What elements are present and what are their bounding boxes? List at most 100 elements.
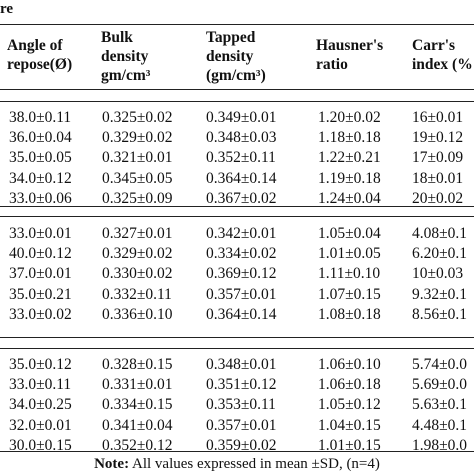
hausners-ratio-cell: 1.22±0.21 [318, 149, 381, 167]
header-line: Carr's [412, 37, 456, 54]
table-title-fragment: re [0, 1, 14, 17]
carrs-index-cell: 5.69±0.0 [412, 376, 468, 394]
carrs-index-cell: 17±0.09 [412, 149, 464, 167]
bulk-density-cell: 0.345±0.05 [102, 169, 173, 187]
hausners-ratio-cell: 1.01±0.15 [318, 436, 381, 454]
angle-of-repose-cell: 33.0±0.01 [9, 225, 72, 242]
angle-of-repose-cell: 30.0±0.15 [9, 436, 72, 454]
carrs-index-cell: 10±0.03 [412, 265, 464, 283]
carrs-index-cell: 16±0.01 [412, 109, 464, 126]
tapped-density-cell: 0.369±0.12 [206, 265, 277, 283]
bulk-density-cell: 0.325±0.09 [102, 189, 173, 207]
hausners-ratio-cell: 1.05±0.04 [318, 225, 381, 242]
table-row: 38.0±0.11 0.325±0.02 0.349±0.01 1.20±0.02 16… [0, 108, 474, 128]
angle-of-repose-cell: 38.0±0.11 [9, 109, 72, 126]
table-row: 33.0±0.06 0.325±0.09 0.367±0.02 1.24±0.04 20… [0, 189, 474, 209]
carrs-index-cell: 18±0.01 [412, 169, 464, 187]
bulk-density-cell: 0.352±0.12 [102, 436, 173, 454]
carrs-index-cell: 9.32±0.1 [412, 285, 468, 303]
hausners-ratio-cell: 1.07±0.15 [318, 285, 381, 303]
table-row: 30.0±0.15 0.352±0.12 0.359±0.02 1.01±0.15 1.… [0, 436, 474, 456]
header-line: Angle of [7, 37, 63, 54]
carrs-index-cell: 5.74±0.0 [412, 356, 468, 373]
hausners-ratio-cell: 1.01±0.05 [318, 245, 381, 263]
angle-of-repose-cell: 36.0±0.04 [9, 129, 72, 147]
carrs-index-cell: 20±0.02 [412, 189, 464, 207]
bulk-density-cell: 0.334±0.15 [102, 396, 173, 414]
group-3-rule [0, 348, 474, 349]
angle-of-repose-cell: 37.0±0.01 [9, 265, 72, 283]
bottom-rule [0, 451, 474, 452]
header-line: ratio [316, 56, 348, 73]
angle-of-repose-cell: 33.0±0.11 [9, 376, 72, 394]
angle-of-repose-cell: 35.0±0.12 [9, 356, 72, 373]
tapped-density-cell: 0.357±0.01 [206, 285, 277, 303]
table-row: 36.0±0.04 0.329±0.02 0.348±0.03 1.18±0.18 19… [0, 128, 474, 148]
table-row: 37.0±0.01 0.330±0.02 0.369±0.12 1.11±0.10 10… [0, 264, 474, 284]
header-line: gm/cm³ [101, 67, 151, 84]
tapped-density-cell: 0.349±0.01 [206, 109, 277, 126]
tapped-density-cell: 0.364±0.14 [206, 305, 277, 323]
group-2-rule [0, 216, 474, 217]
hausners-ratio-cell: 1.05±0.12 [318, 396, 381, 414]
hausners-ratio-cell: 1.20±0.02 [318, 109, 381, 126]
table-row: 35.0±0.21 0.332±0.11 0.357±0.01 1.07±0.15 9.… [0, 285, 474, 305]
header-bulk-density: Bulk density gm/cm³ [101, 28, 150, 85]
bulk-density-cell: 0.330±0.02 [102, 265, 173, 283]
hausners-ratio-cell: 1.24±0.04 [318, 189, 381, 207]
header-line: repose(Ø) [7, 56, 73, 73]
table-footnote: Note: All values expressed in mean ±SD, … [0, 455, 474, 473]
angle-of-repose-cell: 34.0±0.12 [9, 169, 72, 187]
group-1-rule [0, 101, 474, 102]
tapped-density-cell: 0.367±0.02 [206, 189, 277, 207]
tapped-density-cell: 0.364±0.14 [206, 169, 277, 187]
bulk-density-cell: 0.331±0.01 [102, 376, 173, 394]
bulk-density-cell: 0.329±0.02 [102, 129, 173, 147]
tapped-density-cell: 0.348±0.03 [206, 129, 277, 147]
table-row: 33.0±0.01 0.327±0.01 0.342±0.01 1.05±0.04 4.… [0, 224, 474, 244]
carrs-index-cell: 6.20±0.1 [412, 245, 468, 263]
angle-of-repose-cell: 33.0±0.02 [9, 305, 72, 323]
angle-of-repose-cell: 34.0±0.25 [9, 396, 72, 414]
tapped-density-cell: 0.348±0.01 [206, 356, 277, 373]
angle-of-repose-cell: 35.0±0.21 [9, 285, 72, 303]
table-row: 35.0±0.12 0.328±0.15 0.348±0.01 1.06±0.10 5.… [0, 355, 474, 375]
top-rule [0, 24, 474, 25]
header-line: index (% [412, 56, 473, 73]
header-line: (gm/cm³) [206, 67, 266, 84]
angle-of-repose-cell: 35.0±0.05 [9, 149, 72, 167]
tapped-density-cell: 0.353±0.11 [206, 396, 276, 414]
hausners-ratio-cell: 1.06±0.10 [318, 356, 381, 373]
table-row: 33.0±0.11 0.331±0.01 0.351±0.12 1.06±0.18 5.… [0, 375, 474, 395]
header-line: density [206, 48, 254, 65]
hausners-ratio-cell: 1.18±0.18 [318, 129, 381, 147]
header-tapped-density: Tapped density (gm/cm³) [206, 28, 266, 85]
table-row: 34.0±0.25 0.334±0.15 0.353±0.11 1.05±0.12 5.… [0, 395, 474, 415]
bulk-density-cell: 0.332±0.11 [102, 285, 172, 303]
tapped-density-cell: 0.359±0.02 [206, 436, 277, 454]
tapped-density-cell: 0.357±0.01 [206, 416, 277, 434]
table-row: 33.0±0.02 0.336±0.10 0.364±0.14 1.08±0.18 8.… [0, 305, 474, 325]
tapped-density-cell: 0.352±0.11 [206, 149, 276, 167]
bulk-density-cell: 0.328±0.15 [102, 356, 173, 373]
bulk-density-cell: 0.341±0.04 [102, 416, 173, 434]
bulk-density-cell: 0.327±0.01 [102, 225, 173, 242]
table-row: 40.0±0.12 0.329±0.02 0.334±0.02 1.01±0.05 6.… [0, 244, 474, 264]
header-line: density [101, 48, 149, 65]
carrs-index-cell: 5.63±0.1 [412, 396, 468, 414]
bulk-density-cell: 0.325±0.02 [102, 109, 173, 126]
tapped-density-cell: 0.351±0.12 [206, 376, 277, 394]
table-row: 34.0±0.12 0.345±0.05 0.364±0.14 1.19±0.18 18… [0, 169, 474, 189]
tapped-density-cell: 0.334±0.02 [206, 245, 277, 263]
header-line: Hausner's [316, 37, 384, 54]
header-rule [0, 89, 474, 90]
header-line: Bulk [101, 29, 133, 46]
hausners-ratio-cell: 1.19±0.18 [318, 169, 381, 187]
carrs-index-cell: 8.56±0.1 [412, 305, 468, 323]
carrs-index-cell: 4.08±0.1 [412, 225, 468, 242]
angle-of-repose-cell: 33.0±0.06 [9, 189, 72, 207]
note-label: Note: [94, 456, 130, 472]
header-line: Tapped [206, 29, 256, 46]
table-row: 35.0±0.05 0.321±0.01 0.352±0.11 1.22±0.21 17… [0, 148, 474, 168]
angle-of-repose-cell: 40.0±0.12 [9, 245, 72, 263]
